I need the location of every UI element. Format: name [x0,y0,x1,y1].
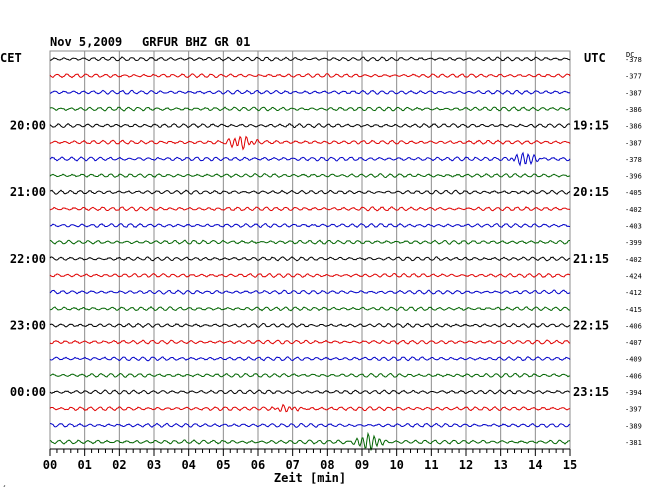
cet-label: CET [0,51,22,65]
x-tick-label-13: 13 [493,458,507,472]
trace-row-13 [49,272,571,278]
trace-row-4 [49,122,571,129]
x-tick-label-08: 08 [320,458,334,472]
station-label: GRFUR BHZ GR 01 [142,35,250,49]
dc-value: -402 [625,206,642,214]
dc-value: -397 [625,406,642,414]
dc-value: -407 [625,339,642,347]
x-tick-label-00: 00 [43,458,57,472]
date-label: Nov 5,2009 [50,35,122,49]
trace-row-10 [49,222,570,229]
utc-hour-label: 23:15 [573,385,609,399]
cet-hour-label: 23:00 [10,318,46,332]
dc-value: -406 [625,322,642,330]
trace-row-0 [49,56,571,62]
trace-row-21 [49,403,571,413]
utc-hour-label: 20:15 [573,185,609,199]
dc-value: -405 [625,189,642,197]
dc-value: -402 [625,256,642,264]
trace-row-12 [49,256,571,262]
dc-value: -378 [625,56,642,64]
x-tick-label-03: 03 [147,458,161,472]
trace-row-18 [49,356,571,362]
dc-value: -424 [625,272,642,280]
trace-row-15 [49,305,571,312]
dc-value: -409 [625,356,642,364]
dc-value: -386 [625,123,642,131]
dc-value: -389 [625,422,642,430]
utc-hour-label: 21:15 [573,252,609,266]
trace-row-3 [49,106,571,112]
dc-label: DC [626,51,634,59]
trace-row-22 [50,422,571,428]
trace-row-14 [49,289,571,295]
trace-row-6 [49,151,571,167]
utc-hour-label: 22:15 [573,318,609,332]
dc-value: -381 [625,439,642,447]
cet-hour-label: 00:00 [10,385,46,399]
x-tick-label-02: 02 [112,458,126,472]
trace-row-2 [49,89,571,95]
x-axis-label: Zeit [min] [274,471,346,485]
dc-value: -378 [625,156,642,164]
dc-value: -399 [625,239,642,247]
trace-row-9 [49,206,571,212]
dc-value: -406 [625,372,642,380]
dc-offset-labels: -378 -377 -387 -386 -386 -387 -378 -396 -405 -402… [625,56,642,447]
trace-row-8 [49,189,571,195]
utc-hour-labels: 19:15 20:15 21:15 22:15 23:15 [573,119,609,399]
x-tick-label-04: 04 [181,458,195,472]
grid [49,50,571,450]
x-tick-label-11: 11 [424,458,438,472]
dc-value: -377 [625,73,642,81]
x-tick-label-01: 01 [77,458,91,472]
dc-value: -387 [625,139,642,147]
x-tick-label-14: 14 [528,458,542,472]
x-tick-label-15: 15 [563,458,577,472]
trace-row-11 [49,239,570,245]
cet-hour-label: 22:00 [10,252,46,266]
dc-value: -396 [625,173,642,181]
dc-value: -403 [625,223,642,231]
dc-value: -387 [625,89,642,97]
dc-value: -386 [625,106,642,114]
trace-row-16 [49,322,571,329]
trace-row-1 [49,73,571,79]
x-tick-label-07: 07 [285,458,299,472]
time-axis: 00 01 02 03 04 05 06 07 08 09 10 11 12 13 14 15 [43,448,577,472]
utc-label: UTC [584,51,606,65]
x-tick-label-10: 10 [389,458,403,472]
dc-value: -394 [625,389,642,397]
cet-hour-labels: 20:00 21:00 22:00 23:00 00:00 [10,119,46,399]
trace-row-23 [49,431,571,451]
trace-row-17 [49,339,571,345]
plot-frame [49,50,571,450]
trace-row-5 [49,135,571,151]
x-tick-label-05: 05 [216,458,230,472]
trace-row-19 [49,372,570,378]
x-tick-label-12: 12 [459,458,473,472]
dc-value: -412 [625,289,642,297]
utc-hour-label: 19:15 [573,119,609,133]
traces [49,56,571,451]
trace-row-7 [49,173,571,179]
dc-value: -415 [625,306,642,314]
cet-hour-label: 21:00 [10,185,46,199]
cet-hour-label: 20:00 [10,119,46,133]
x-tick-label-09: 09 [355,458,369,472]
corner-mark: ¸ [2,478,7,487]
trace-row-20 [49,389,571,395]
x-tick-label-06: 06 [251,458,265,472]
